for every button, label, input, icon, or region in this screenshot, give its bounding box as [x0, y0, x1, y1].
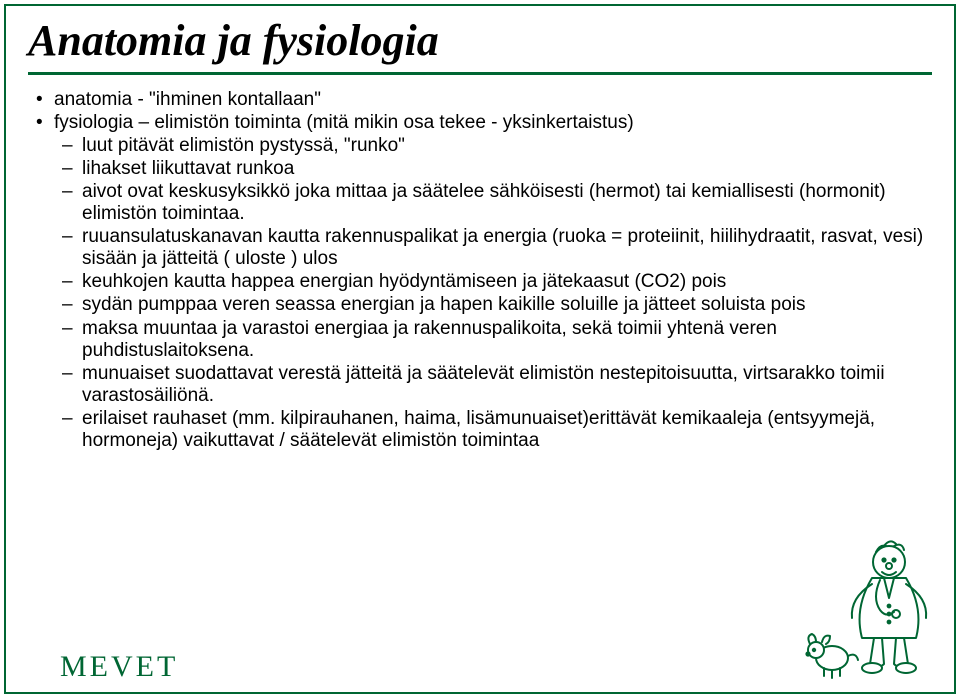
list-item: aivot ovat keskusyksikkö joka mittaa ja … [54, 181, 932, 225]
list-item: maksa muuntaa ja varastoi energiaa ja ra… [54, 318, 932, 362]
bullet-text: munuaiset suodattavat verestä jätteitä j… [82, 363, 885, 406]
bullet-text: anatomia - "ihminen kontallaan" [54, 89, 321, 110]
bullet-list: anatomia - "ihminen kontallaan" fysiolog… [32, 89, 932, 452]
slide-title: Anatomia ja fysiologia [28, 18, 932, 64]
bullet-text: ruuansulatuskanavan kautta rakennuspalik… [82, 226, 923, 269]
list-item: munuaiset suodattavat verestä jätteitä j… [54, 363, 932, 407]
list-item: ruuansulatuskanavan kautta rakennuspalik… [54, 226, 932, 270]
slide: Anatomia ja fysiologia anatomia - "ihmin… [0, 0, 960, 698]
list-item: luut pitävät elimistön pystyssä, "runko" [54, 135, 932, 157]
bullet-text: keuhkojen kautta happea energian hyödynt… [82, 271, 726, 292]
list-item: erilaiset rauhaset (mm. kilpirauhanen, h… [54, 408, 932, 452]
bullet-text: maksa muuntaa ja varastoi energiaa ja ra… [82, 318, 777, 361]
title-underline [28, 72, 932, 75]
bullet-text: erilaiset rauhaset (mm. kilpirauhanen, h… [82, 408, 875, 451]
bullet-text: lihakset liikuttavat runkoa [82, 158, 294, 179]
list-item: sydän pumppaa veren seassa energian ja h… [54, 294, 932, 316]
bullet-text: luut pitävät elimistön pystyssä, "runko" [82, 135, 405, 156]
bullet-text: fysiologia – elimistön toiminta (mitä mi… [54, 112, 634, 133]
bullet-text: sydän pumppaa veren seassa energian ja h… [82, 294, 806, 315]
content-area: anatomia - "ihminen kontallaan" fysiolog… [28, 89, 932, 452]
list-item: keuhkojen kautta happea energian hyödynt… [54, 271, 932, 293]
list-item: lihakset liikuttavat runkoa [54, 158, 932, 180]
list-item: fysiologia – elimistön toiminta (mitä mi… [32, 112, 932, 451]
bullet-text: aivot ovat keskusyksikkö joka mittaa ja … [82, 181, 886, 224]
list-item: anatomia - "ihminen kontallaan" [32, 89, 932, 111]
sub-bullet-list: luut pitävät elimistön pystyssä, "runko"… [54, 135, 932, 451]
logo-text: MEVET [60, 650, 178, 684]
doctor-illustration-icon [794, 532, 944, 682]
